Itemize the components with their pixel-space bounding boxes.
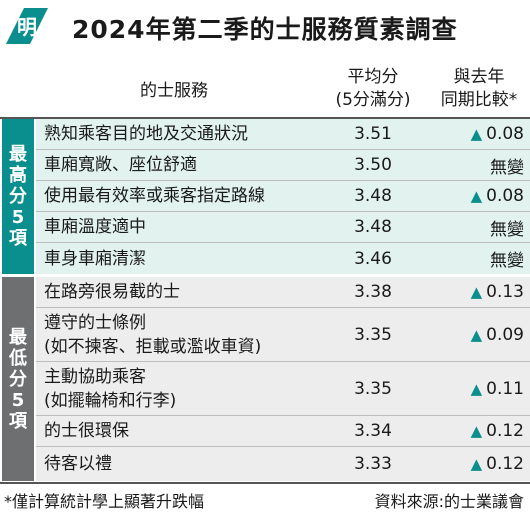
year-on-year-change: ▲ 0.12 xyxy=(428,447,530,481)
service-name: 主動協助乘客 (如擺輪椅和行李) xyxy=(44,366,177,411)
group-label-char: 5 xyxy=(11,389,25,411)
page-title: 2024年第二季的士服務質素調查 xyxy=(72,15,458,44)
service-name: 車廂寬敞、座位舒適 xyxy=(44,155,197,175)
change-value: 無變 xyxy=(490,157,524,178)
year-on-year-change: ▲ 0.08 xyxy=(428,181,530,211)
group-label-char: 最 xyxy=(9,326,27,348)
change-value: 0.12 xyxy=(486,454,524,474)
column-header-average-line1: 平均分 xyxy=(347,67,399,87)
average-score: 3.33 xyxy=(354,454,392,474)
average-score: 3.34 xyxy=(354,421,392,441)
change-value: 無變 xyxy=(490,251,524,271)
group-label-char: 高 xyxy=(9,165,27,186)
year-on-year-change: 無變 xyxy=(428,243,530,274)
group-label-char: 分 xyxy=(9,186,27,207)
increase-triangle-icon: ▲ xyxy=(470,125,483,143)
year-on-year-change: ▲ 0.13 xyxy=(428,277,530,307)
year-on-year-change: 無變 xyxy=(428,150,530,180)
column-header-average-line2: (5分滿分) xyxy=(335,90,411,110)
change-value: 0.11 xyxy=(486,378,524,399)
change-value: 0.08 xyxy=(486,186,524,206)
table-row: 的士很環保 3.34 ▲ 0.12 xyxy=(36,416,530,447)
table-row: 車廂寬敞、座位舒適 3.50 無變 xyxy=(36,150,530,181)
newspaper-logo-icon: 明 xyxy=(6,8,48,44)
group-label-char: 最 xyxy=(9,144,27,165)
group-label-char: 項 xyxy=(9,228,27,249)
table-row: 在路旁很易截的士 3.38 ▲ 0.13 xyxy=(36,277,530,308)
service-name: 遵守的士條例 (如不揀客、拒載或濫收車資) xyxy=(44,312,262,357)
average-score: 3.48 xyxy=(354,186,392,206)
table-row: 遵守的士條例 (如不揀客、拒載或濫收車資) 3.35 ▲ 0.09 xyxy=(36,308,530,362)
year-on-year-change: ▲ 0.12 xyxy=(428,416,530,446)
column-header-comparison-line1: 與去年 xyxy=(453,67,505,87)
column-header-comparison-line2: 同期比較* xyxy=(440,90,518,110)
increase-triangle-icon: ▲ xyxy=(470,422,483,440)
year-on-year-change: ▲ 0.08 xyxy=(428,119,530,149)
table-row: 使用最有效率或乘客指定路線 3.48 ▲ 0.08 xyxy=(36,181,530,212)
source-credit: 資料來源:的士業議會 xyxy=(374,492,524,511)
average-score: 3.46 xyxy=(354,248,392,269)
table-row: 主動協助乘客 (如擺輪椅和行李) 3.35 ▲ 0.11 xyxy=(36,362,530,416)
column-header-comparison: 與去年 同期比較* xyxy=(428,66,530,112)
change-value: 0.08 xyxy=(486,124,524,144)
group-label-char: 項 xyxy=(9,410,27,432)
average-score: 3.51 xyxy=(354,124,392,144)
service-name: 待客以禮 xyxy=(44,454,112,474)
header-divider xyxy=(0,117,530,119)
change-value: 0.09 xyxy=(486,324,524,345)
average-score: 3.50 xyxy=(354,155,392,175)
table-row: 車身車廂清潔 3.46 無變 xyxy=(36,243,530,274)
footnote: *僅計算統計學上顯著升跌幅 xyxy=(4,492,205,511)
average-score: 3.35 xyxy=(354,378,392,399)
increase-triangle-icon: ▲ xyxy=(470,283,483,301)
service-name: 在路旁很易截的士 xyxy=(44,282,180,302)
increase-triangle-icon: ▲ xyxy=(470,187,483,205)
footer-divider xyxy=(0,482,530,484)
logo-glyph: 明 xyxy=(17,15,37,39)
table-row: 熟知乘客目的地及交通狀況 3.51 ▲ 0.08 xyxy=(36,119,530,150)
year-on-year-change: 無變 xyxy=(428,212,530,242)
column-header-service: 的士服務 xyxy=(140,81,208,101)
average-score: 3.48 xyxy=(354,217,392,237)
increase-triangle-icon: ▲ xyxy=(470,325,483,344)
change-value: 0.12 xyxy=(486,421,524,441)
table-row: 待客以禮 3.33 ▲ 0.12 xyxy=(36,447,530,481)
group-label-bottom5: 最 低 分 5 項 xyxy=(2,277,34,481)
group-label-char: 分 xyxy=(9,368,27,390)
year-on-year-change: ▲ 0.09 xyxy=(428,308,530,361)
average-score: 3.38 xyxy=(354,282,392,302)
increase-triangle-icon: ▲ xyxy=(470,379,483,398)
service-name: 熟知乘客目的地及交通狀況 xyxy=(44,124,248,144)
service-name: 使用最有效率或乘客指定路線 xyxy=(44,186,265,206)
change-value: 0.13 xyxy=(486,282,524,302)
group-label-char: 5 xyxy=(11,207,25,228)
table-row: 車廂溫度適中 3.48 無變 xyxy=(36,212,530,243)
service-name: 的士很環保 xyxy=(44,421,129,441)
average-score: 3.35 xyxy=(354,324,392,345)
group-label-top5: 最 高 分 5 項 xyxy=(2,119,34,274)
service-name: 車廂溫度適中 xyxy=(44,217,146,237)
group-label-char: 低 xyxy=(9,347,27,369)
year-on-year-change: ▲ 0.11 xyxy=(428,362,530,415)
column-header-average: 平均分 (5分滿分) xyxy=(318,66,428,112)
service-name: 車身車廂清潔 xyxy=(44,248,146,269)
increase-triangle-icon: ▲ xyxy=(470,455,483,473)
change-value: 無變 xyxy=(490,219,524,240)
